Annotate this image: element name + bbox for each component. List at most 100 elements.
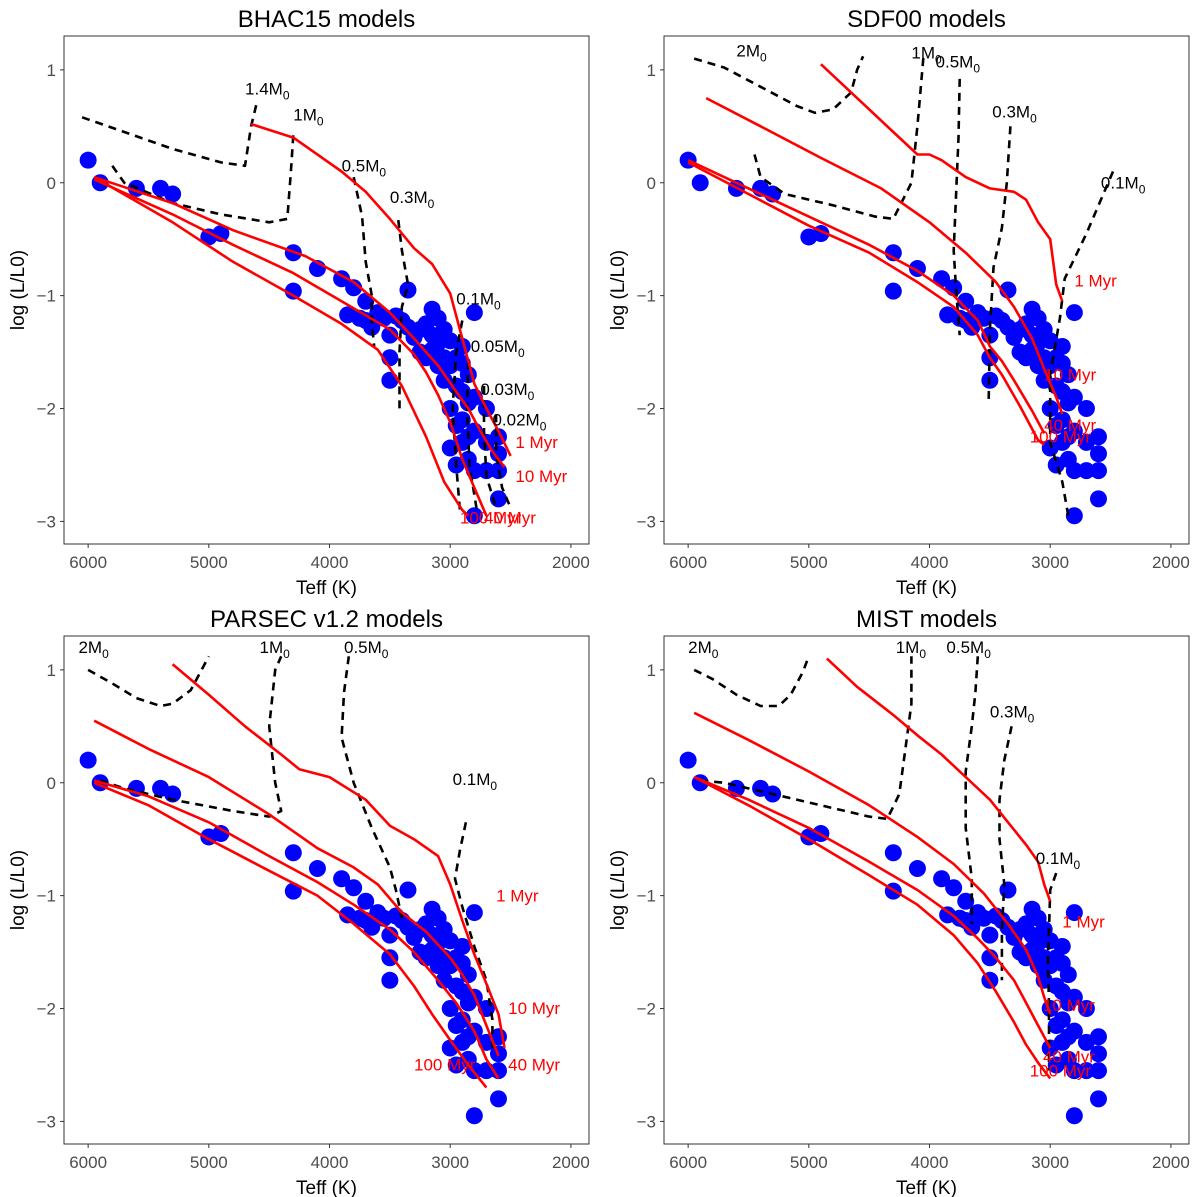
star-point — [399, 881, 417, 899]
mass-track-line — [453, 822, 494, 1048]
mass-track-line — [99, 655, 283, 818]
star-point — [884, 282, 902, 300]
mass-label: 0.5M0 — [936, 53, 981, 76]
x-tick-label: 5000 — [790, 553, 828, 572]
x-axis-title: Teff (K) — [896, 578, 957, 599]
age-label: 40 Myr — [1043, 1048, 1095, 1067]
y-tick-label: −2 — [637, 1000, 656, 1019]
star-point — [441, 1000, 459, 1018]
mass-label-text: 0.1M — [456, 290, 494, 309]
star-point — [79, 751, 97, 769]
mass-label-text: 2M — [736, 41, 760, 60]
star-point — [465, 904, 483, 922]
star-point — [1077, 462, 1095, 480]
star-point — [1065, 507, 1083, 525]
mass-label-text: 1M — [911, 44, 935, 63]
mass-track-line — [340, 656, 404, 919]
isochrone-line — [687, 159, 1046, 435]
x-tick-label: 5000 — [190, 1153, 228, 1172]
isochrone-line — [93, 175, 506, 468]
mass-label-text: 1M — [293, 106, 317, 125]
data-layer — [79, 101, 512, 525]
star-point — [284, 844, 302, 862]
mass-label: 0.3M0 — [990, 702, 1035, 725]
isochrone-line — [93, 781, 488, 1089]
x-tick-label: 4000 — [311, 1153, 349, 1172]
mass-label: 1.4M0 — [245, 80, 290, 103]
star-point — [679, 751, 697, 769]
mass-label: 0.02M0 — [492, 410, 546, 433]
x-axis-title: Teff (K) — [296, 578, 357, 599]
y-tick-label: −1 — [637, 287, 656, 306]
star-point — [333, 870, 351, 888]
mass-label: 1M0 — [911, 44, 942, 67]
plot-frame — [63, 35, 590, 545]
mass-track-line — [111, 135, 295, 224]
isochrone-line — [171, 663, 506, 1049]
age-label: 100 Myr — [1030, 427, 1092, 446]
x-tick-label: 2000 — [552, 553, 590, 572]
mass-label-sub: 0 — [518, 346, 525, 360]
star-point — [164, 185, 182, 203]
mass-label-sub: 0 — [1028, 711, 1035, 725]
star-point — [381, 371, 399, 389]
star-point — [284, 882, 302, 900]
panel-mist: MIST models Teff (K) log (L/L0) 6000 5000 400… — [608, 606, 1190, 1197]
mass-label: 0.3M0 — [390, 188, 435, 211]
isochrone-line — [93, 779, 500, 1080]
mass-label: 1M0 — [293, 106, 324, 129]
mass-track-line — [964, 656, 980, 924]
mass-label-text: 0.1M — [1036, 849, 1074, 868]
star-point — [1089, 1090, 1107, 1108]
mass-label-text: 0.5M — [936, 53, 974, 72]
isochrone-line — [693, 775, 1052, 1080]
star-point — [381, 926, 399, 944]
mass-track-line — [1048, 170, 1115, 517]
star-point — [1065, 304, 1083, 322]
y-tick-label: −2 — [37, 400, 56, 419]
star-point — [884, 244, 902, 262]
star-point — [999, 881, 1017, 899]
mass-label-text: 1M — [896, 638, 920, 657]
star-point — [308, 860, 326, 878]
star-point — [1059, 966, 1077, 984]
mass-label-text: 0.1M — [453, 770, 491, 789]
plot-area — [664, 636, 1189, 1144]
star-point — [1065, 1107, 1083, 1125]
mass-track-line — [451, 320, 464, 511]
data-layer — [679, 55, 1115, 525]
mass-label-text: 0.5M — [342, 156, 380, 175]
star-point — [1077, 1062, 1095, 1080]
star-point — [1077, 1000, 1095, 1018]
mass-track-line — [987, 126, 1012, 400]
isochrone-line — [693, 711, 1052, 1015]
star-point — [933, 870, 951, 888]
star-point — [691, 174, 709, 192]
star-point — [1065, 988, 1083, 1006]
y-tick-label: 1 — [47, 661, 56, 680]
mass-track-line — [81, 101, 259, 168]
mass-label-sub: 0 — [973, 62, 980, 76]
star-point — [1053, 937, 1071, 955]
y-tick-label: 0 — [47, 174, 56, 193]
x-tick-label: 6000 — [669, 553, 707, 572]
star-point — [1053, 1011, 1071, 1029]
star-point — [453, 1011, 471, 1029]
mass-label-sub: 0 — [102, 647, 109, 661]
mass-label-sub: 0 — [528, 389, 535, 403]
mass-label: 2M0 — [736, 41, 767, 64]
star-point — [957, 892, 975, 910]
y-axis-title: log (L/L0) — [8, 250, 29, 330]
plot-frame — [663, 635, 1190, 1145]
star-point — [465, 1107, 483, 1125]
panel-title: SDF00 models — [847, 6, 1006, 33]
x-tick-label: 3000 — [1031, 553, 1069, 572]
mass-label-sub: 0 — [1139, 182, 1146, 196]
star-point — [1089, 1028, 1107, 1046]
star-point — [489, 1090, 507, 1108]
mass-label: 2M0 — [688, 638, 719, 661]
age-label: 100 Myr — [460, 509, 522, 528]
star-point — [1065, 462, 1083, 480]
mass-label: 0.03M0 — [480, 380, 534, 403]
mass-label-sub: 0 — [283, 647, 290, 661]
